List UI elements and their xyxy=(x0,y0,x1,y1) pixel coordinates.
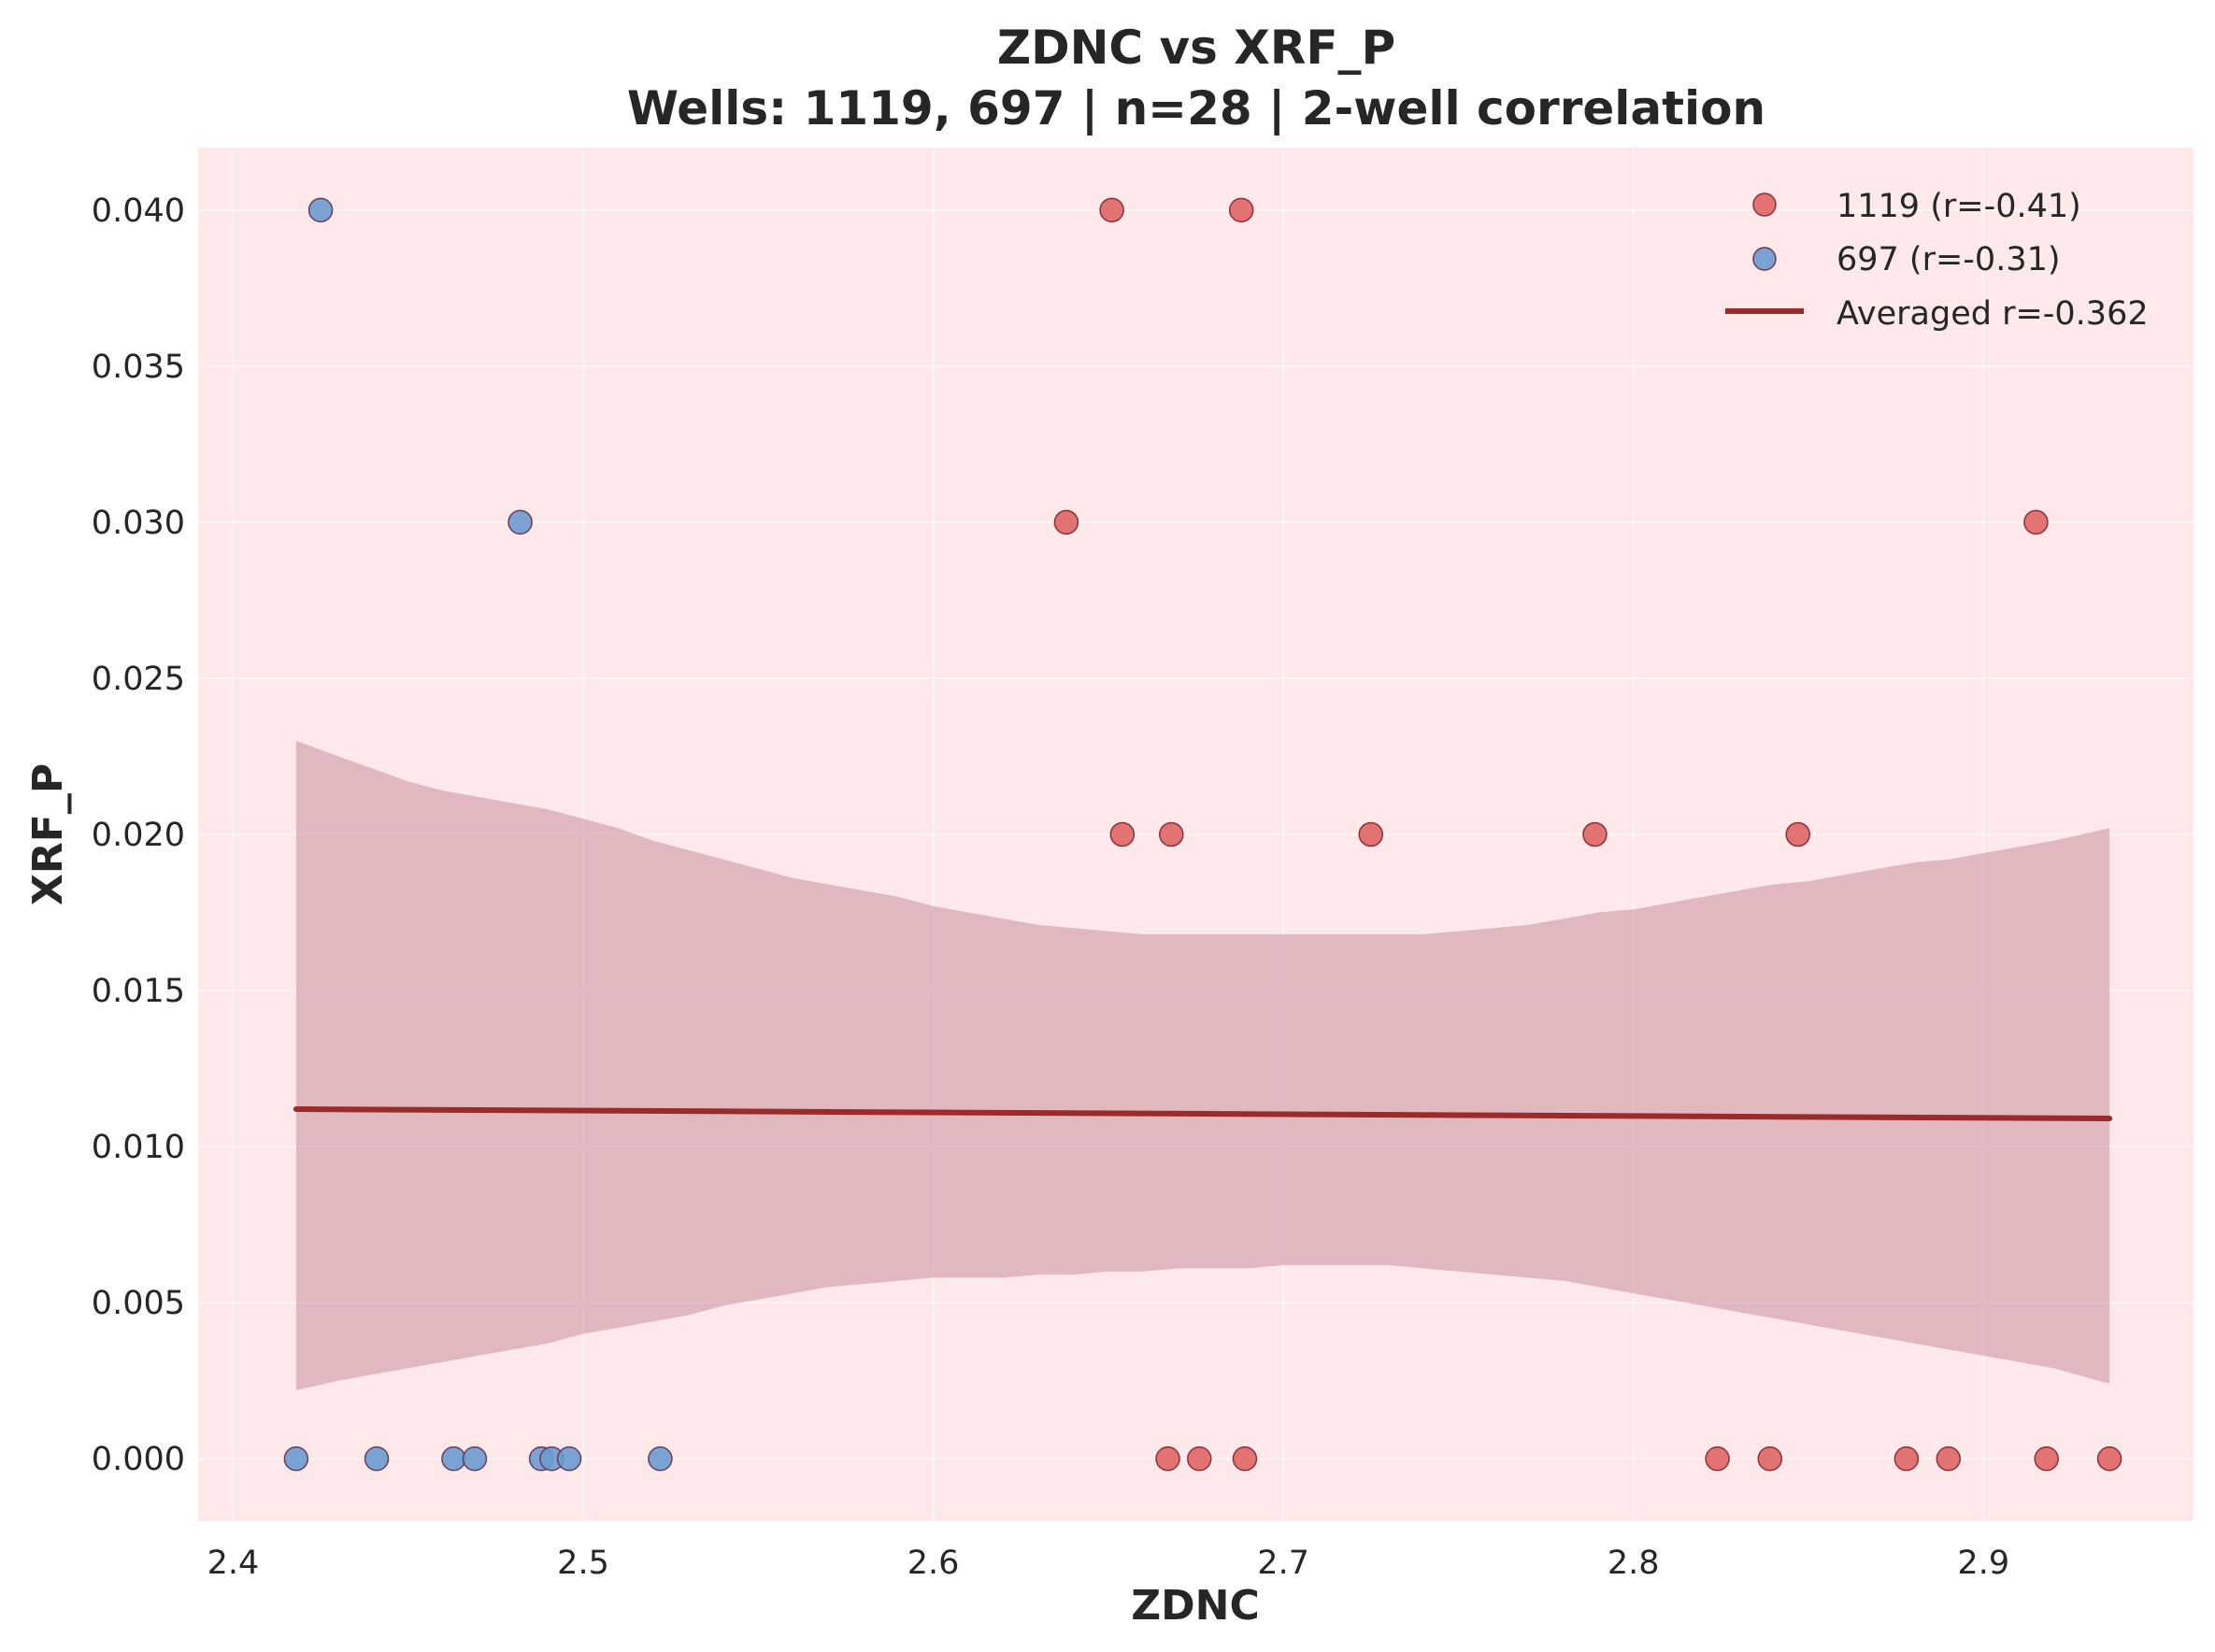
x-tick-label: 2.7 xyxy=(1257,1545,1309,1582)
x-tick-label: 2.9 xyxy=(1957,1545,2009,1582)
y-tick-label: 0.010 xyxy=(92,1129,185,1166)
point-well-1119 xyxy=(1893,1446,1920,1472)
y-tick-label: 0.015 xyxy=(92,973,185,1010)
point-well-1119 xyxy=(2034,1446,2059,1472)
legend-marker-1119 xyxy=(1752,192,1777,217)
legend-label-1119: 1119 (r=-0.41) xyxy=(1836,188,2081,225)
point-well-697 xyxy=(283,1446,309,1472)
point-well-697 xyxy=(556,1446,582,1472)
chart-title: ZDNC vs XRF_P xyxy=(997,21,1395,75)
point-well-1119 xyxy=(1155,1446,1180,1472)
point-well-1119 xyxy=(1582,821,1608,847)
x-axis-ticks: 2.4 2.5 2.6 2.7 2.8 2.9 xyxy=(207,1545,2009,1582)
chart-subtitle: Wells: 1119, 697 | n=28 | 2-well correla… xyxy=(627,81,1765,135)
y-tick-label: 0.025 xyxy=(92,661,185,698)
x-tick-label: 2.4 xyxy=(207,1545,260,1582)
x-tick-label: 2.8 xyxy=(1608,1545,1660,1582)
legend-label-697: 697 (r=-0.31) xyxy=(1836,241,2061,278)
y-axis-ticks: 0.000 0.005 0.010 0.015 0.020 0.025 0.030 0.035… xyxy=(92,192,185,1478)
point-well-1119 xyxy=(1358,821,1384,847)
x-tick-label: 2.5 xyxy=(557,1545,609,1582)
y-tick-label: 0.005 xyxy=(92,1285,185,1322)
y-tick-label: 0.035 xyxy=(92,349,185,386)
point-well-697 xyxy=(307,197,334,223)
point-well-1119 xyxy=(1053,509,1079,535)
point-well-1119 xyxy=(2096,1446,2122,1472)
point-well-1119 xyxy=(1159,821,1184,847)
legend-label-averaged: Averaged r=-0.362 xyxy=(1836,295,2149,333)
point-well-1119 xyxy=(2023,509,2049,535)
confidence-band xyxy=(295,740,2110,1390)
legend-marker-697 xyxy=(1752,247,1777,271)
x-tick-label: 2.6 xyxy=(907,1545,960,1582)
point-well-1119 xyxy=(1232,1446,1258,1472)
point-well-1119 xyxy=(1228,197,1254,223)
point-well-697 xyxy=(364,1446,390,1472)
y-tick-label: 0.020 xyxy=(92,817,185,854)
point-well-697 xyxy=(462,1446,488,1472)
point-well-1119 xyxy=(1705,1446,1730,1472)
averaged-fit-line xyxy=(293,1106,2113,1122)
point-well-1119 xyxy=(1099,197,1124,223)
point-well-1119 xyxy=(1186,1446,1212,1472)
point-well-1119 xyxy=(1785,821,1810,847)
point-well-1119 xyxy=(1757,1446,1783,1472)
y-tick-label: 0.000 xyxy=(92,1441,185,1478)
x-axis-label: ZDNC xyxy=(1131,1582,1260,1630)
legend: 1119 (r=-0.41) 697 (r=-0.31) Averaged r=… xyxy=(1725,188,2149,333)
point-well-697 xyxy=(648,1446,673,1472)
y-tick-label: 0.030 xyxy=(92,505,185,542)
point-well-1119 xyxy=(1936,1446,1962,1472)
data-points xyxy=(283,197,2122,1472)
point-well-1119 xyxy=(1109,821,1136,847)
point-well-697 xyxy=(507,509,533,535)
point-well-697 xyxy=(441,1446,466,1472)
y-tick-label: 0.040 xyxy=(92,192,185,230)
y-axis-label: XRF_P xyxy=(24,763,72,905)
